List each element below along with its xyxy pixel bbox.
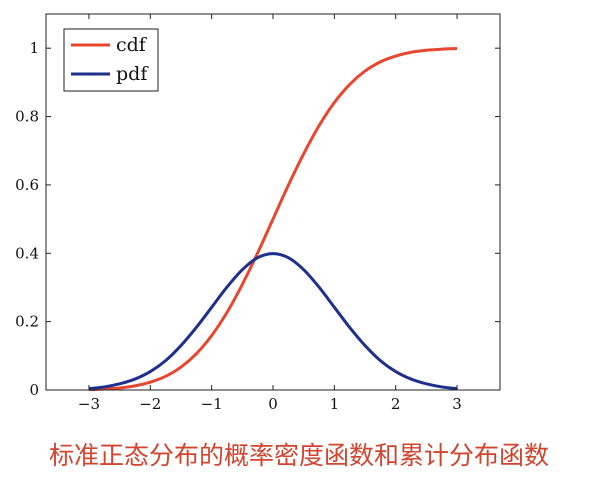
chart: −3 −2 −1 0 1 2 3 0 0.2 0.4 0.6 0.8 1 cdf pdf: [15, 13, 501, 413]
x-tick-label: −3: [78, 395, 100, 413]
legend-box: [63, 28, 159, 92]
legend: cdf pdf: [63, 28, 159, 92]
tick-layer: −3 −2 −1 0 1 2 3 0 0.2 0.4 0.6 0.8 1: [15, 14, 500, 413]
y-tick-label: 0: [29, 381, 39, 399]
y-tick-label: 0.4: [15, 244, 39, 262]
x-tick-label: 1: [330, 395, 340, 413]
y-tick-label: 0.6: [15, 176, 39, 194]
y-tick-label: 1: [29, 39, 39, 57]
series-line-pdf: [88, 252, 458, 391]
legend-label-pdf: pdf: [116, 63, 149, 85]
series-layer: [88, 47, 458, 392]
chart-caption: 标准正态分布的概率密度函数和累计分布函数: [48, 441, 549, 470]
legend-label-cdf: cdf: [116, 34, 148, 56]
y-tick-label: 0.2: [15, 313, 39, 331]
series-line-cdf: [88, 47, 458, 392]
y-tick-label: 0.8: [15, 108, 39, 126]
x-tick-label: −2: [139, 395, 161, 413]
x-tick-label: 3: [452, 395, 462, 413]
x-tick-label: 0: [268, 395, 278, 413]
x-tick-label: −1: [201, 395, 223, 413]
x-tick-label: 2: [391, 395, 401, 413]
